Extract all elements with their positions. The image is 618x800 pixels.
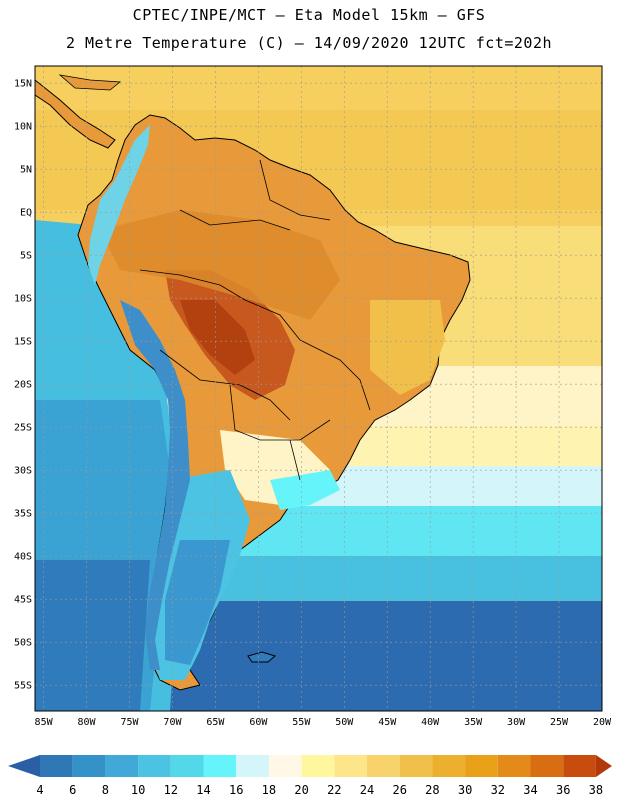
lon-label: 70W xyxy=(163,717,182,728)
colorbar-box xyxy=(301,755,335,777)
lon-label: 20W xyxy=(593,717,612,728)
colorbar-box xyxy=(563,755,596,777)
colorbar-box xyxy=(334,755,367,777)
country-borders xyxy=(139,159,371,481)
pacific-cold-tongue-3 xyxy=(35,560,150,711)
colorbar-boxes xyxy=(8,755,612,777)
patagonia-colder xyxy=(165,540,230,665)
lat-label: 20S xyxy=(14,380,32,391)
lon-label: 40W xyxy=(421,717,440,728)
central-america xyxy=(35,79,116,149)
colorbar-box xyxy=(105,755,139,777)
lat-label: 50S xyxy=(14,638,32,649)
lat-label: 15N xyxy=(14,79,32,90)
lat-label: 10S xyxy=(14,294,32,305)
lat-label: 40S xyxy=(14,552,32,563)
lon-label: 75W xyxy=(120,717,139,728)
colorbar-box xyxy=(138,755,171,777)
lon-label: 80W xyxy=(78,717,97,728)
latitude-labels: 15N 10N 5N EQ 5S 10S 15S 20S 25S 30S 35S 40S 45S 50S 5… xyxy=(14,79,32,692)
lon-label: 55W xyxy=(292,717,311,728)
lon-label: 85W xyxy=(35,717,54,728)
colorbar-box xyxy=(432,755,466,777)
colorbar-box xyxy=(399,755,433,777)
longitude-labels: 85W 80W 75W 70W 65W 60W 55W 50W 45W 40W 35W 30W 25W 2… xyxy=(35,717,612,728)
colorbar-label: 22 xyxy=(327,783,341,797)
lat-label: 35S xyxy=(14,509,32,520)
map-field xyxy=(35,66,602,711)
lat-label: 10N xyxy=(14,122,32,133)
colorbar-box xyxy=(203,755,237,777)
colorbar-box xyxy=(268,755,302,777)
map-subtitle: 2 Metre Temperature (C) – 14/09/2020 12U… xyxy=(65,34,553,52)
temperature-map: 15N 10N 5N EQ 5S 10S 15S 20S 25S 30S 35S 40S 45S 50S 5… xyxy=(14,65,612,728)
lat-label: 25S xyxy=(14,423,32,434)
colorbar-label: 4 xyxy=(36,783,43,797)
colorbar-box xyxy=(465,755,498,777)
lat-label: 30S xyxy=(14,466,32,477)
colorbar-labels: 4 6 8 10 12 14 16 18 20 22 24 26 28 30 32 34 36 38 xyxy=(36,783,603,797)
lat-label: 15S xyxy=(14,337,32,348)
colorbar-label: 12 xyxy=(164,783,178,797)
falkland-islands xyxy=(247,651,277,663)
lat-label: 45S xyxy=(14,595,32,606)
lon-label: 50W xyxy=(335,717,354,728)
colorbar-label: 20 xyxy=(294,783,308,797)
lon-label: 45W xyxy=(378,717,397,728)
hot-zone-amazon xyxy=(100,210,340,320)
lon-label: 25W xyxy=(550,717,569,728)
colorbar-box xyxy=(72,755,106,777)
lon-label: 30W xyxy=(507,717,526,728)
colorbar: 4 6 8 10 12 14 16 18 20 22 24 26 28 30 32 34 36 38 xyxy=(8,755,612,797)
colorbar-label: 16 xyxy=(229,783,243,797)
colorbar-label: 6 xyxy=(69,783,76,797)
colorbar-high-arrow xyxy=(595,755,612,777)
colorbar-label: 8 xyxy=(102,783,109,797)
colorbar-box xyxy=(40,755,73,777)
lon-label: 35W xyxy=(464,717,483,728)
lat-label: 5N xyxy=(20,165,32,176)
colorbar-low-arrow xyxy=(8,755,40,777)
colorbar-box xyxy=(530,755,564,777)
colorbar-label: 30 xyxy=(458,783,472,797)
colorbar-box xyxy=(170,755,204,777)
colorbar-box xyxy=(367,755,400,777)
map-title: CPTEC/INPE/MCT – Eta Model 15km – GFS xyxy=(132,6,486,24)
colorbar-box xyxy=(497,755,531,777)
colorbar-box xyxy=(236,755,269,777)
andes-north-ridge xyxy=(88,125,150,285)
lon-label: 65W xyxy=(206,717,225,728)
caribbean-island xyxy=(58,74,122,91)
cool-zone-uruguay xyxy=(270,470,340,510)
colorbar-label: 24 xyxy=(360,783,374,797)
colorbar-label: 38 xyxy=(589,783,603,797)
colorbar-label: 28 xyxy=(425,783,439,797)
colorbar-label: 36 xyxy=(556,783,570,797)
lon-label: 60W xyxy=(249,717,268,728)
lat-label: 55S xyxy=(14,681,32,692)
colorbar-label: 34 xyxy=(523,783,537,797)
very-hot-zone xyxy=(180,300,255,375)
lat-label: EQ xyxy=(20,208,32,219)
colorbar-label: 10 xyxy=(131,783,145,797)
warm-zone-northeast xyxy=(370,300,445,395)
colorbar-label: 26 xyxy=(392,783,406,797)
lat-label: 5S xyxy=(20,251,32,262)
map-frame xyxy=(34,65,603,712)
colorbar-label: 14 xyxy=(196,783,210,797)
colorbar-label: 32 xyxy=(491,783,505,797)
colorbar-label: 18 xyxy=(262,783,276,797)
